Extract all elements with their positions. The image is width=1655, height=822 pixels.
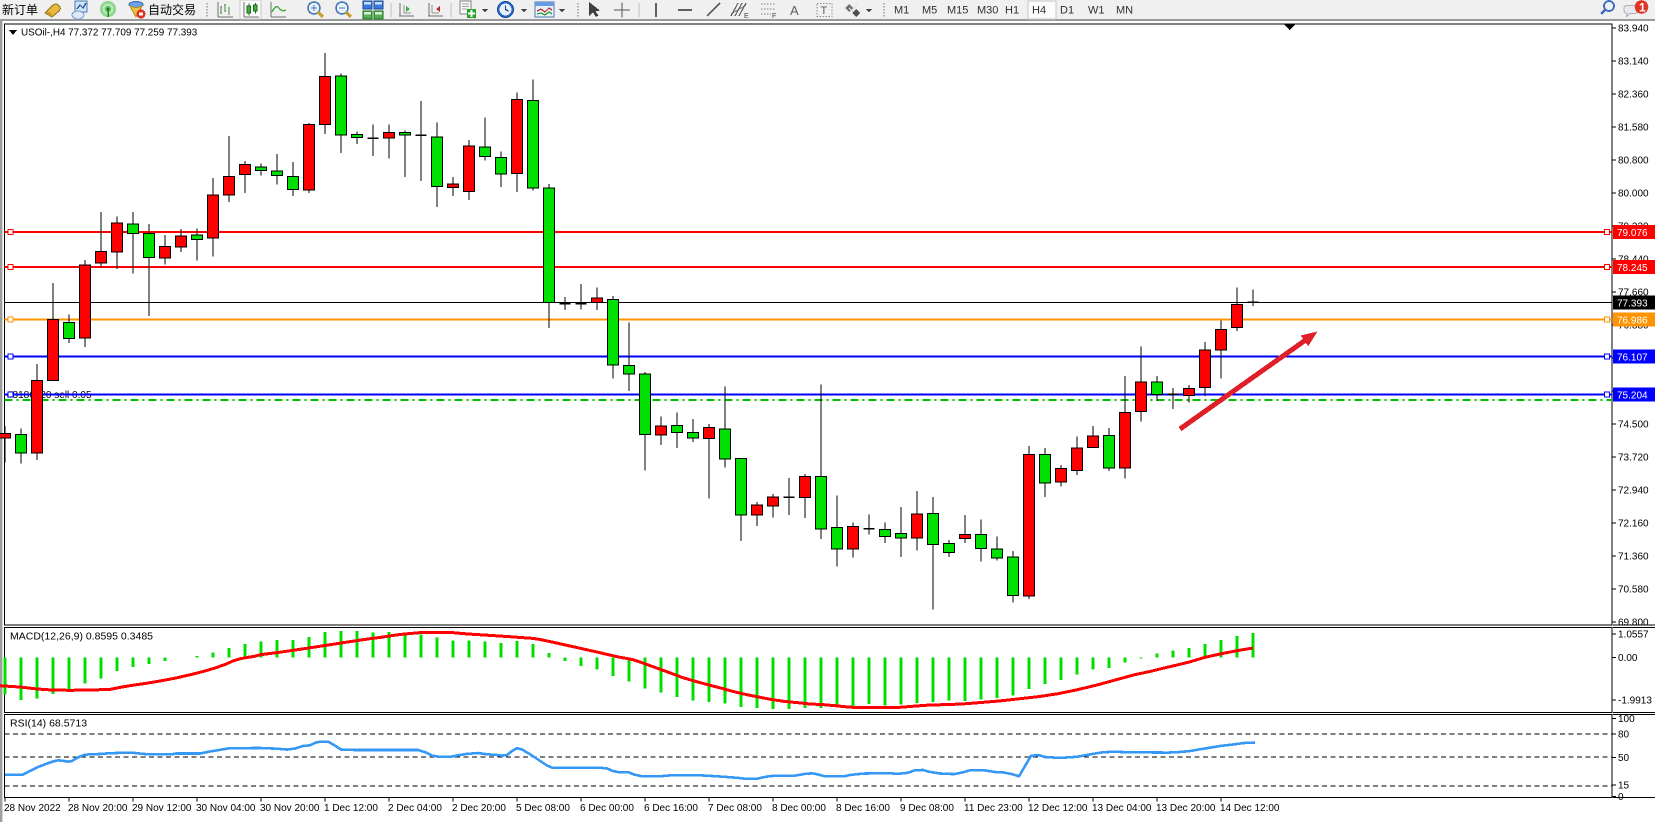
svg-text:0: 0: [1618, 792, 1624, 803]
svg-text:77.393: 77.393: [1617, 298, 1648, 309]
svg-text:W1: W1: [1088, 5, 1105, 17]
svg-text:72.940: 72.940: [1618, 486, 1649, 497]
svg-text:H4: H4: [1032, 5, 1046, 17]
svg-text:7 Dec 08:00: 7 Dec 08:00: [708, 803, 762, 814]
svg-text:80.800: 80.800: [1618, 156, 1649, 167]
svg-text:28 Nov 20:00: 28 Nov 20:00: [68, 803, 128, 814]
svg-text:M30: M30: [977, 5, 998, 17]
svg-text:30 Nov 04:00: 30 Nov 04:00: [196, 803, 256, 814]
svg-text:MACD(12,26,9) 0.8595 0.3485: MACD(12,26,9) 0.8595 0.3485: [10, 631, 153, 643]
svg-text:8 Dec 16:00: 8 Dec 16:00: [836, 803, 890, 814]
svg-text:75.204: 75.204: [1617, 390, 1648, 401]
svg-text:D1: D1: [1060, 5, 1074, 17]
svg-text:73.720: 73.720: [1618, 453, 1649, 464]
svg-text:78.245: 78.245: [1617, 263, 1648, 274]
svg-text:5 Dec 08:00: 5 Dec 08:00: [516, 803, 570, 814]
svg-text:72.160: 72.160: [1618, 519, 1649, 530]
svg-text:1: 1: [1639, 1, 1646, 15]
svg-text:1.0557: 1.0557: [1618, 630, 1649, 641]
svg-text:2 Dec 04:00: 2 Dec 04:00: [388, 803, 442, 814]
svg-text:6 Dec 16:00: 6 Dec 16:00: [644, 803, 698, 814]
svg-text:11 Dec 23:00: 11 Dec 23:00: [964, 803, 1023, 814]
svg-text:1 Dec 12:00: 1 Dec 12:00: [324, 803, 378, 814]
svg-text:28 Nov 2022: 28 Nov 2022: [4, 803, 61, 814]
svg-text:30 Nov 20:00: 30 Nov 20:00: [260, 803, 320, 814]
svg-text:74.500: 74.500: [1618, 420, 1649, 431]
svg-text:9 Dec 08:00: 9 Dec 08:00: [900, 803, 954, 814]
svg-text:69.800: 69.800: [1618, 618, 1649, 629]
svg-text:自动交易: 自动交易: [148, 2, 196, 17]
svg-text:76.107: 76.107: [1617, 352, 1648, 363]
svg-text:-1.9913: -1.9913: [1618, 696, 1652, 707]
svg-text:80: 80: [1618, 730, 1630, 741]
svg-text:M1: M1: [894, 5, 909, 17]
svg-text:80.000: 80.000: [1618, 189, 1649, 200]
svg-text:USOil-,H4 77.372 77.709 77.25: USOil-,H4 77.372 77.709 77.259 77.393: [21, 28, 198, 39]
svg-text:70.580: 70.580: [1618, 585, 1649, 596]
svg-text:77.660: 77.660: [1618, 288, 1649, 299]
svg-text:8 Dec 00:00: 8 Dec 00:00: [772, 803, 826, 814]
svg-text:76.986: 76.986: [1617, 315, 1648, 326]
svg-text:H1: H1: [1005, 5, 1019, 17]
svg-text:12 Dec 12:00: 12 Dec 12:00: [1028, 803, 1088, 814]
svg-text:100: 100: [1618, 714, 1635, 725]
svg-text:82.360: 82.360: [1618, 90, 1649, 101]
svg-text:79.076: 79.076: [1617, 228, 1648, 239]
svg-text:29 Nov 12:00: 29 Nov 12:00: [132, 803, 192, 814]
svg-text:A: A: [790, 3, 799, 18]
svg-text:13 Dec 04:00: 13 Dec 04:00: [1092, 803, 1152, 814]
svg-text:M15: M15: [947, 5, 968, 17]
svg-text:81.580: 81.580: [1618, 123, 1649, 134]
svg-text:0.00: 0.00: [1618, 653, 1638, 664]
svg-text:RSI(14) 68.5713: RSI(14) 68.5713: [10, 718, 87, 730]
svg-text:6 Dec 00:00: 6 Dec 00:00: [580, 803, 634, 814]
svg-text:F: F: [772, 13, 776, 20]
svg-text:新订单: 新订单: [2, 2, 38, 17]
svg-text:M5: M5: [922, 5, 937, 17]
svg-text:14 Dec 12:00: 14 Dec 12:00: [1220, 803, 1280, 814]
svg-text:83.940: 83.940: [1618, 24, 1649, 35]
svg-text:50: 50: [1618, 753, 1630, 764]
svg-text:71.360: 71.360: [1618, 552, 1649, 563]
svg-text:2 Dec 20:00: 2 Dec 20:00: [452, 803, 506, 814]
svg-text:13 Dec 20:00: 13 Dec 20:00: [1156, 803, 1216, 814]
svg-text:MN: MN: [1116, 5, 1133, 17]
svg-text:83.140: 83.140: [1618, 57, 1649, 68]
svg-text:15: 15: [1618, 781, 1630, 792]
svg-text:T: T: [821, 5, 828, 17]
svg-text:E: E: [744, 13, 749, 20]
